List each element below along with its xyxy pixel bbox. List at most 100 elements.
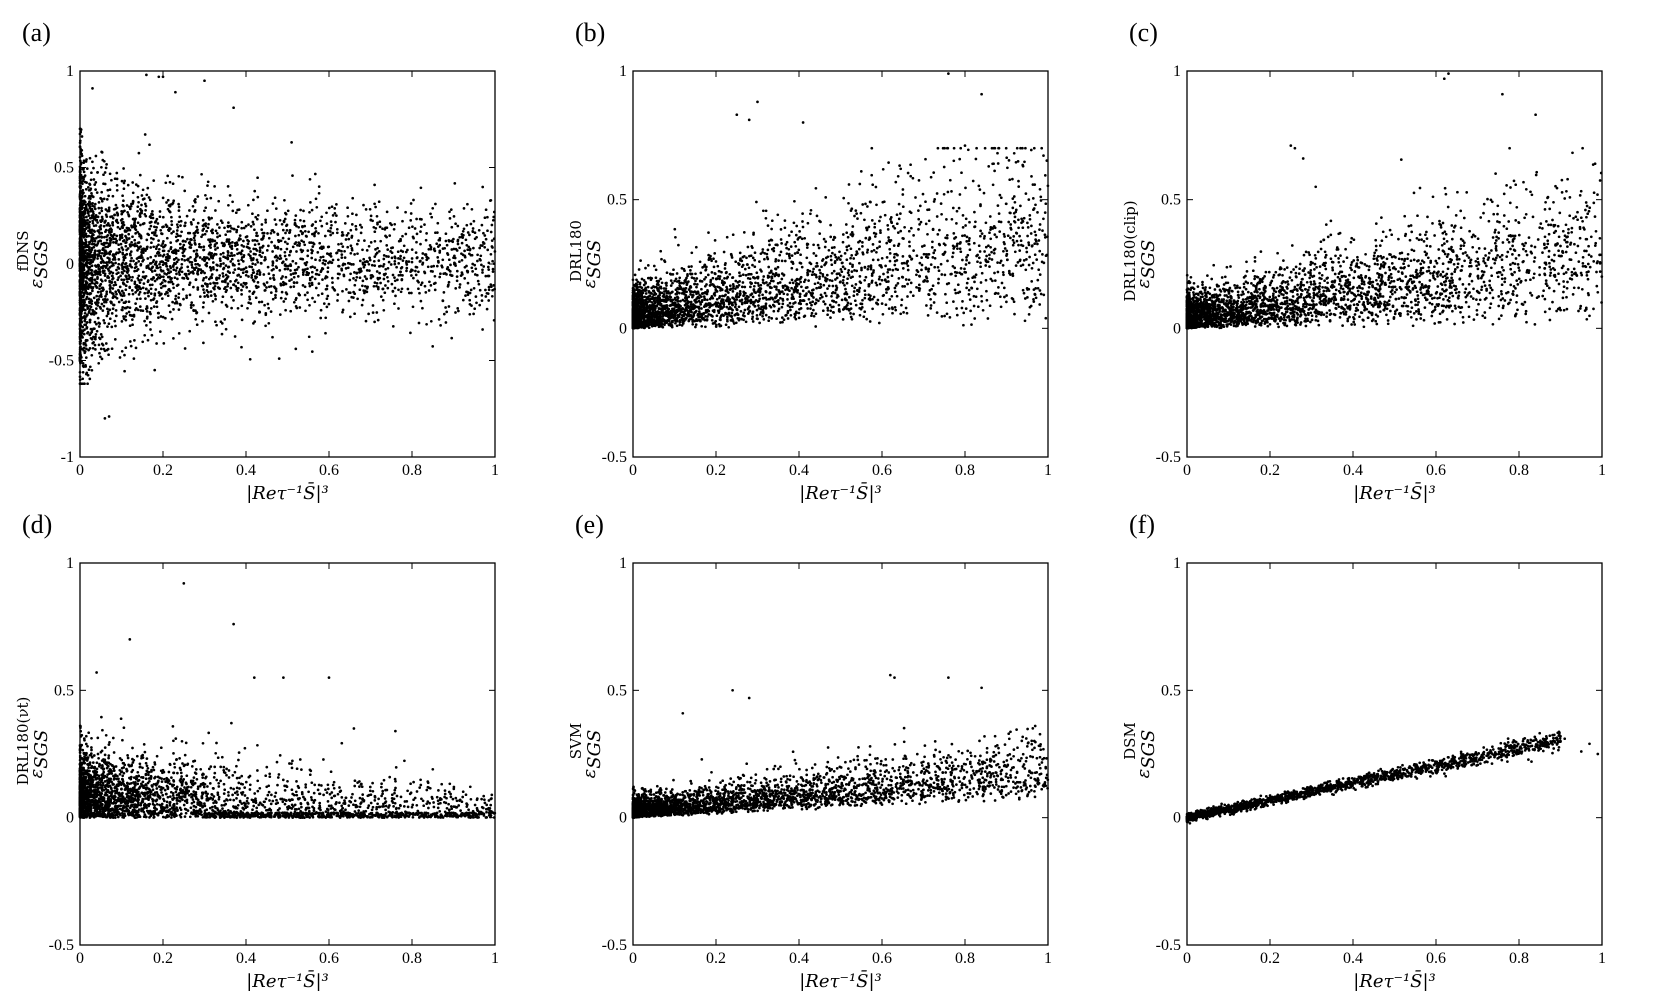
scatter-point xyxy=(82,161,86,165)
scatter-point xyxy=(770,219,774,223)
scatter-point xyxy=(105,292,108,296)
scatter-point xyxy=(138,305,142,308)
scatter-point xyxy=(284,211,287,215)
scatter-point xyxy=(252,247,256,251)
scatter-point xyxy=(427,289,431,292)
scatter-point xyxy=(91,202,94,205)
scatter-point xyxy=(205,264,209,268)
scatter-point xyxy=(884,303,888,307)
scatter-point xyxy=(108,244,111,247)
scatter-point xyxy=(288,231,291,235)
scatter-point xyxy=(891,268,895,272)
scatter-point xyxy=(226,185,230,188)
scatter-point xyxy=(847,268,851,272)
scatter-point xyxy=(125,277,129,281)
scatter-point xyxy=(710,318,714,322)
scatter-point xyxy=(396,206,399,209)
scatter-point xyxy=(888,247,892,251)
scatter-point xyxy=(756,281,760,285)
scatter-point xyxy=(900,298,904,302)
scatter-point xyxy=(466,202,469,206)
scatter-point xyxy=(119,293,123,297)
scatter-point xyxy=(936,233,940,236)
scatter-point xyxy=(116,251,120,255)
scatter-point xyxy=(239,275,242,279)
scatter-point xyxy=(919,220,923,224)
scatter-point xyxy=(154,288,158,291)
scatter-point xyxy=(124,300,128,304)
scatter-point xyxy=(193,239,196,242)
scatter-point xyxy=(122,301,126,305)
scatter-point xyxy=(320,292,324,296)
scatter-point xyxy=(155,217,159,221)
scatter-point xyxy=(294,296,298,300)
scatter-point xyxy=(251,278,255,282)
scatter-point xyxy=(292,281,296,285)
scatter-point xyxy=(106,188,110,192)
scatter-point xyxy=(346,214,350,218)
scatter-point xyxy=(115,292,118,296)
scatter-point xyxy=(369,276,373,280)
scatter-point xyxy=(119,242,123,246)
scatter-point xyxy=(353,253,356,256)
scatter-point xyxy=(104,166,108,170)
scatter-point xyxy=(735,284,739,288)
scatter-point xyxy=(722,250,726,254)
scatter-point xyxy=(236,281,240,285)
scatter-point xyxy=(491,270,495,273)
scatter-point xyxy=(198,242,201,246)
scatter-point xyxy=(219,219,223,223)
scatter-point xyxy=(115,272,119,276)
scatter-point xyxy=(153,279,157,283)
scatter-point xyxy=(83,328,86,332)
scatter-point xyxy=(96,316,100,320)
scatter-point xyxy=(858,306,862,310)
scatter-point xyxy=(114,309,118,312)
scatter-point xyxy=(94,348,97,351)
scatter-point xyxy=(310,248,313,252)
scatter-point xyxy=(94,188,97,191)
scatter-point xyxy=(291,245,295,249)
scatter-point xyxy=(429,284,433,287)
scatter-point xyxy=(834,300,838,304)
scatter-point xyxy=(871,297,874,301)
scatter-point xyxy=(871,258,875,262)
scatter-point xyxy=(188,281,192,285)
scatter-point xyxy=(438,249,442,253)
scatter-point xyxy=(174,249,178,252)
scatter-point xyxy=(484,208,488,212)
scatter-point xyxy=(232,106,235,110)
scatter-point xyxy=(861,298,864,302)
scatter-point xyxy=(112,237,116,241)
scatter-point xyxy=(314,220,318,224)
scatter-point xyxy=(486,215,489,219)
scatter-point xyxy=(1000,281,1004,285)
scatter-point xyxy=(122,291,125,295)
scatter-point xyxy=(1023,160,1026,164)
scatter-point xyxy=(386,279,390,283)
scatter-point xyxy=(352,263,355,266)
scatter-point xyxy=(162,342,166,345)
scatter-point xyxy=(102,173,105,177)
scatter-point xyxy=(944,292,947,296)
scatter-point xyxy=(166,275,170,279)
scatter-point xyxy=(248,247,251,250)
scatter-point xyxy=(157,290,161,294)
scatter-point xyxy=(307,230,310,234)
scatter-point xyxy=(888,252,892,255)
scatter-point xyxy=(181,246,185,249)
scatter-point xyxy=(977,184,981,188)
scatter-point xyxy=(128,207,132,211)
scatter-point xyxy=(404,232,408,236)
scatter-point xyxy=(211,231,215,235)
scatter-point xyxy=(154,220,158,223)
scatter-point xyxy=(118,238,122,241)
scatter-point xyxy=(414,251,418,254)
scatter-point xyxy=(245,235,249,238)
scatter-point xyxy=(172,337,175,340)
scatter-point xyxy=(99,282,103,286)
scatter-point xyxy=(194,229,198,233)
scatter-point xyxy=(101,309,105,312)
x-tick-label: 0.6 xyxy=(319,462,339,479)
scatter-point xyxy=(472,219,476,223)
